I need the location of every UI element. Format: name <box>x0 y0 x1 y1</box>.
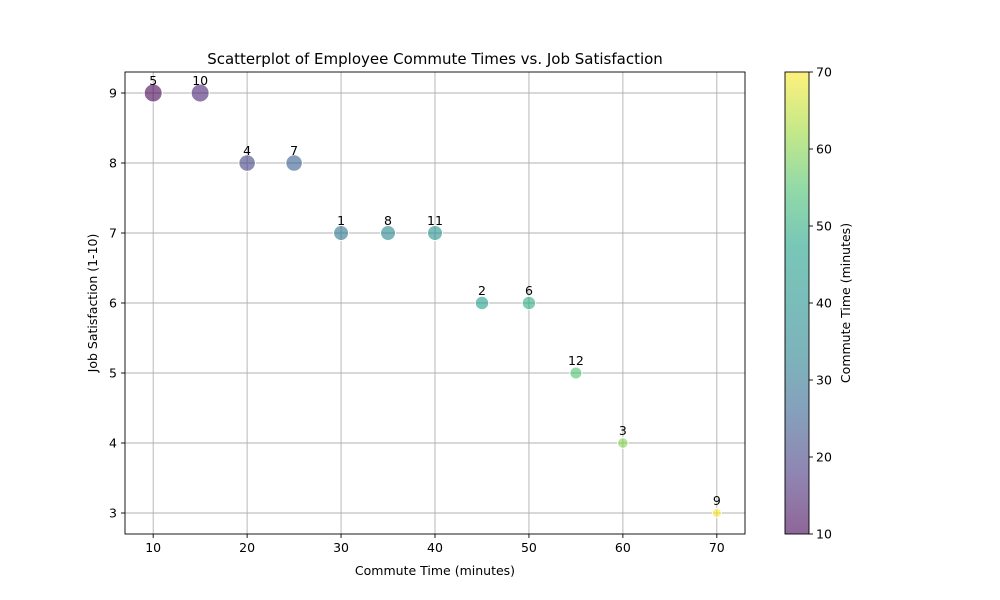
data-point <box>190 83 210 103</box>
data-point <box>380 225 397 241</box>
x-tick-label: 10 <box>145 540 161 555</box>
y-tick-label: 4 <box>109 436 117 451</box>
data-point-label: 4 <box>243 143 251 158</box>
colorbar-tick-label: 40 <box>816 296 832 311</box>
data-point-label: 1 <box>337 213 345 228</box>
data-point-label: 11 <box>427 213 443 228</box>
colorbar-label: Commute Time (minutes) <box>838 223 853 383</box>
x-axis-label: Commute Time (minutes) <box>355 563 515 578</box>
data-point <box>521 295 537 311</box>
colorbar-tick-label: 70 <box>816 65 832 80</box>
chart-title: Scatterplot of Employee Commute Times vs… <box>207 50 663 68</box>
colorbar-tick-label: 10 <box>816 527 832 542</box>
x-tick-label: 30 <box>333 540 349 555</box>
data-point <box>569 366 583 380</box>
data-point-label: 3 <box>619 423 627 438</box>
y-axis-label: Job Satisfaction (1-10) <box>85 234 100 374</box>
y-axis-ticks: 3 4 5 6 7 8 9 <box>109 86 125 521</box>
y-tick-label: 8 <box>109 156 117 171</box>
grid <box>125 72 745 534</box>
y-tick-label: 6 <box>109 296 117 311</box>
colorbar <box>785 72 809 534</box>
y-tick-label: 3 <box>109 506 117 521</box>
data-point <box>474 295 490 311</box>
x-tick-label: 50 <box>521 540 537 555</box>
x-tick-label: 20 <box>239 540 255 555</box>
y-tick-label: 9 <box>109 86 117 101</box>
colorbar-tick-label: 20 <box>816 450 832 465</box>
colorbar-tick-label: 60 <box>816 142 832 157</box>
colorbar-tick-label: 50 <box>816 219 832 234</box>
data-point <box>427 225 443 241</box>
x-tick-label: 60 <box>615 540 631 555</box>
data-point-label: 2 <box>478 283 486 298</box>
colorbar-ticks: 10 20 30 40 50 60 70 <box>809 65 832 542</box>
x-axis-ticks: 10 20 30 40 50 60 70 <box>145 534 725 555</box>
data-point-label: 7 <box>290 143 298 158</box>
data-point-label: 6 <box>525 283 533 298</box>
data-point <box>711 508 722 518</box>
data-point-label: 12 <box>568 353 584 368</box>
data-point <box>285 154 303 172</box>
data-points <box>143 83 722 518</box>
data-point <box>238 154 256 172</box>
data-point-label: 5 <box>149 73 157 88</box>
data-point-label: 8 <box>384 213 392 228</box>
y-tick-label: 7 <box>109 226 117 241</box>
x-tick-label: 70 <box>709 540 725 555</box>
data-point-label: 10 <box>192 73 208 88</box>
x-tick-label: 40 <box>427 540 443 555</box>
data-point <box>617 437 629 449</box>
y-tick-label: 5 <box>109 366 117 381</box>
data-point-label: 9 <box>713 493 721 508</box>
colorbar-tick-label: 30 <box>816 373 832 388</box>
data-point <box>333 225 350 241</box>
data-point <box>143 83 163 103</box>
